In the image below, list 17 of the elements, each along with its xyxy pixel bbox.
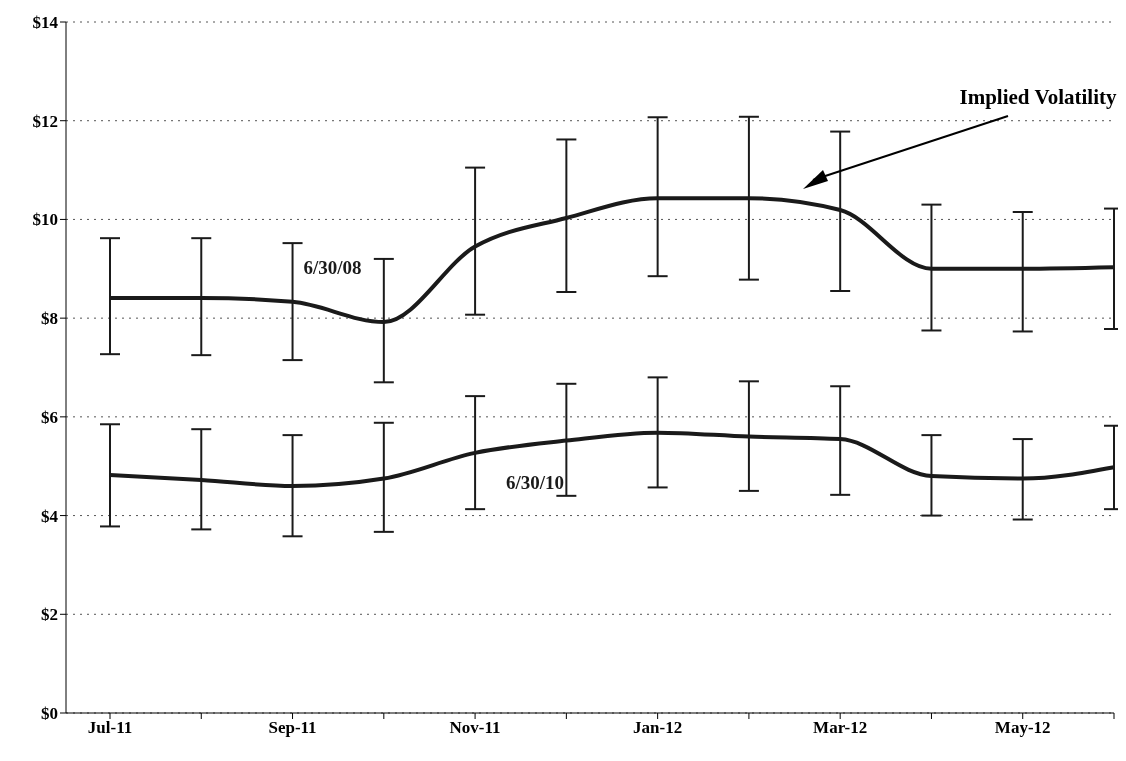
y-tick-label: $0 (41, 704, 58, 724)
y-tick-label: $10 (32, 210, 58, 230)
y-tick-label: $6 (41, 407, 58, 427)
annotation: Implied Volatility (959, 85, 1117, 109)
y-tick-label: $4 (41, 506, 59, 526)
x-tick-label: Nov-11 (449, 718, 501, 738)
series-label: 6/30/08 (303, 256, 362, 278)
y-tick-label: $14 (32, 13, 59, 33)
y-tick-label: $2 (41, 605, 58, 625)
x-tick-label: Sep-11 (268, 718, 317, 738)
series-label: 6/30/10 (506, 471, 565, 493)
x-tick-label: Jul-11 (87, 718, 133, 738)
y-tick-label: $12 (32, 111, 58, 131)
x-tick-label: May-12 (994, 718, 1051, 738)
y-tick-label: $8 (41, 309, 58, 329)
x-tick-label: Jan-12 (633, 718, 683, 738)
x-tick-label: Mar-12 (813, 718, 868, 738)
